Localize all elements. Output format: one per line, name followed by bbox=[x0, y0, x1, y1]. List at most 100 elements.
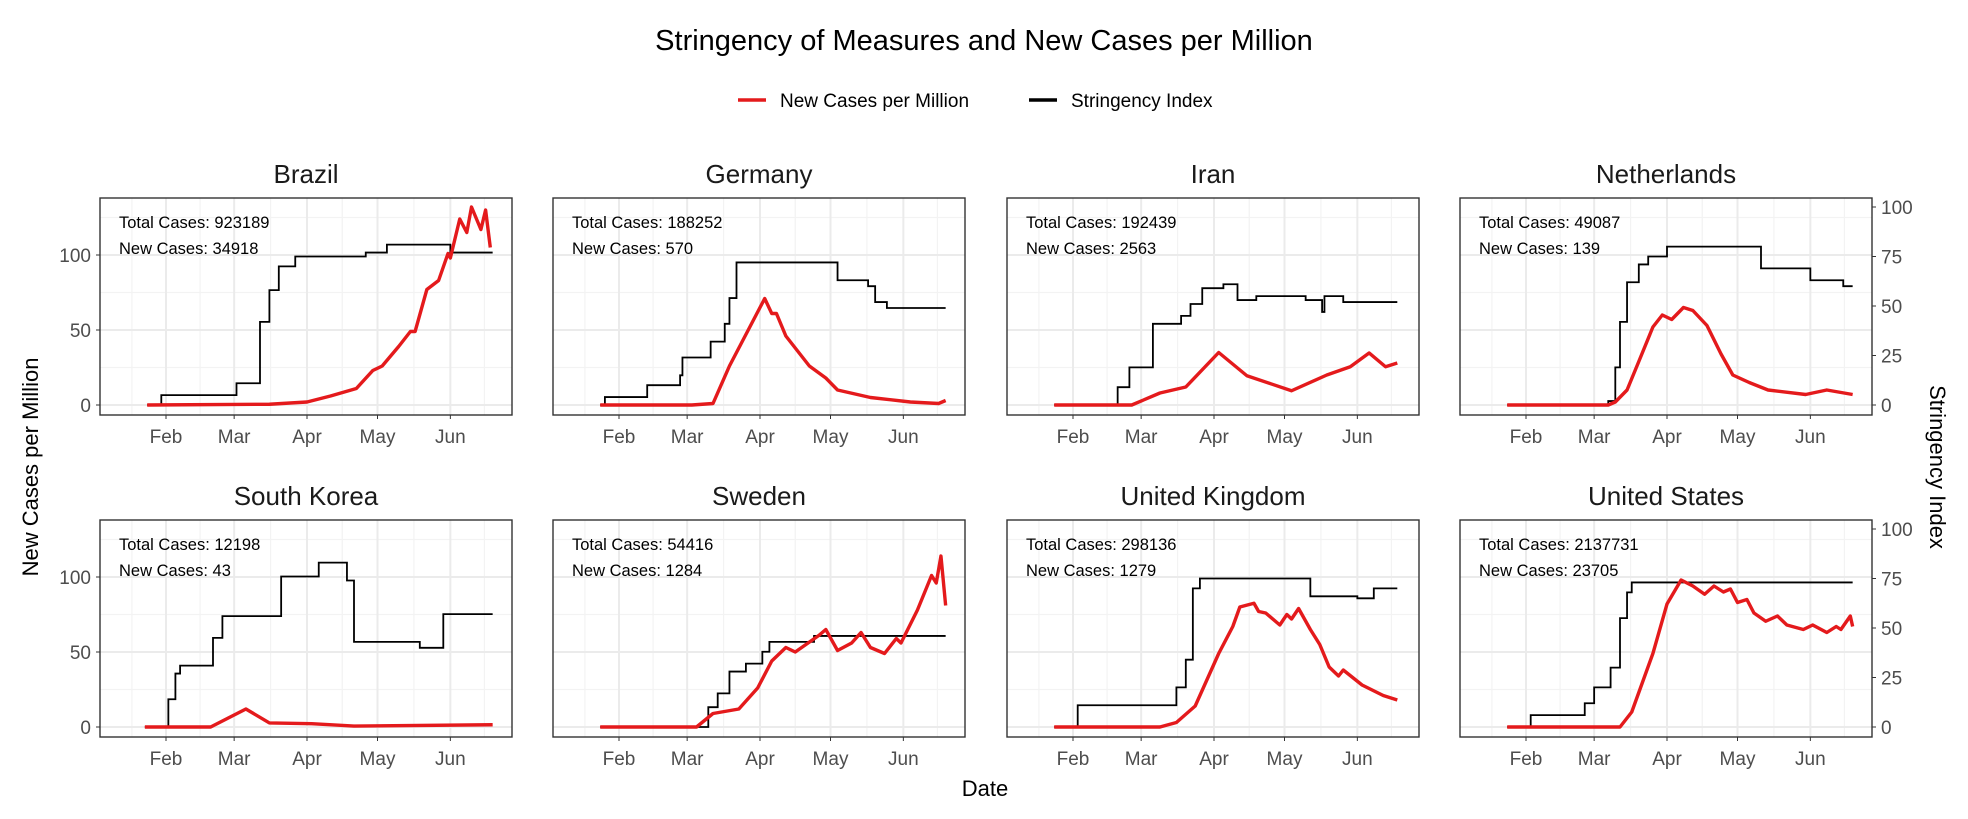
y-tick-label: 100 bbox=[59, 246, 91, 267]
new-cases-label: New Cases: 23705 bbox=[1479, 562, 1618, 580]
stringency-line bbox=[144, 561, 493, 728]
facet-panel: United States Total Cases: 2137731 New Cas… bbox=[1459, 481, 1913, 770]
y2-tick-label: 25 bbox=[1881, 669, 1902, 690]
x-tick-label: Feb bbox=[1510, 427, 1543, 448]
y2-tick-label: 0 bbox=[1881, 396, 1892, 417]
stringency-line bbox=[600, 635, 946, 728]
facet-title: South Korea bbox=[234, 481, 379, 511]
total-cases-label: Total Cases: 2137731 bbox=[1479, 536, 1639, 554]
y2-tick-label: 25 bbox=[1881, 347, 1902, 368]
x-tick-label: Jun bbox=[1795, 427, 1826, 448]
x-tick-label: May bbox=[1720, 749, 1756, 770]
x-tick-label: Apr bbox=[1199, 427, 1229, 448]
y2-tick-label: 75 bbox=[1881, 570, 1902, 591]
legend: New Cases per Million Stringency Index bbox=[738, 91, 1213, 112]
y-tick-label: 50 bbox=[70, 643, 91, 664]
x-tick-label: Mar bbox=[671, 749, 704, 770]
x-tick-label: Apr bbox=[1199, 749, 1229, 770]
y2-axis-title: Stringency Index bbox=[1925, 385, 1950, 549]
y2-tick-label: 0 bbox=[1881, 718, 1892, 739]
panel-border bbox=[99, 197, 513, 416]
x-tick-label: Jun bbox=[1795, 749, 1826, 770]
stringency-line bbox=[1054, 577, 1398, 728]
y2-tick-label: 50 bbox=[1881, 619, 1902, 640]
total-cases-label: Total Cases: 192439 bbox=[1026, 214, 1176, 232]
facet-panel: Sweden Total Cases: 54416 New Cases: 1284 F… bbox=[552, 481, 966, 770]
x-tick-label: Apr bbox=[745, 749, 775, 770]
x-tick-label: Apr bbox=[292, 427, 322, 448]
total-cases-label: Total Cases: 298136 bbox=[1026, 536, 1176, 554]
facet-title: Germany bbox=[706, 159, 813, 189]
y-tick-label: 0 bbox=[80, 396, 91, 417]
new-cases-label: New Cases: 1284 bbox=[572, 562, 702, 580]
x-tick-label: May bbox=[360, 749, 396, 770]
y-tick-label: 50 bbox=[70, 321, 91, 342]
new-cases-label: New Cases: 1279 bbox=[1026, 562, 1156, 580]
x-tick-label: Mar bbox=[218, 427, 251, 448]
cases-line bbox=[144, 707, 493, 729]
stringency-line bbox=[600, 261, 946, 406]
cases-line bbox=[1507, 578, 1855, 729]
facet-panel: South Korea Total Cases: 12198 New Cases: … bbox=[59, 481, 513, 770]
cases-line bbox=[147, 205, 492, 407]
legend-label-stringency: Stringency Index bbox=[1071, 91, 1213, 112]
facet-title: Brazil bbox=[273, 159, 338, 189]
x-tick-label: Feb bbox=[1510, 749, 1543, 770]
new-cases-label: New Cases: 2563 bbox=[1026, 240, 1156, 258]
facet-panel: Brazil Total Cases: 923189 New Cases: 3491… bbox=[59, 159, 513, 448]
facet-panel: Iran Total Cases: 192439 New Cases: 2563 Fe… bbox=[1006, 159, 1420, 448]
total-cases-label: Total Cases: 923189 bbox=[119, 214, 269, 232]
new-cases-label: New Cases: 570 bbox=[572, 240, 693, 258]
x-tick-label: Jun bbox=[888, 427, 919, 448]
legend-label-cases: New Cases per Million bbox=[780, 91, 969, 112]
x-tick-label: Jun bbox=[1342, 749, 1373, 770]
panel-border bbox=[99, 519, 513, 738]
x-tick-label: Mar bbox=[218, 749, 251, 770]
y-axis-title: New Cases per Million bbox=[18, 358, 43, 577]
facet-title: United Kingdom bbox=[1121, 481, 1306, 511]
cases-line bbox=[600, 554, 948, 729]
new-cases-label: New Cases: 34918 bbox=[119, 240, 258, 258]
x-tick-label: Jun bbox=[1342, 427, 1373, 448]
x-tick-label: Mar bbox=[1578, 749, 1611, 770]
y2-tick-label: 75 bbox=[1881, 248, 1902, 269]
total-cases-label: Total Cases: 49087 bbox=[1479, 214, 1620, 232]
x-tick-label: Jun bbox=[435, 427, 466, 448]
x-tick-label: May bbox=[360, 427, 396, 448]
total-cases-label: Total Cases: 12198 bbox=[119, 536, 260, 554]
new-cases-label: New Cases: 139 bbox=[1479, 240, 1600, 258]
facet-title: Netherlands bbox=[1596, 159, 1736, 189]
cases-line bbox=[600, 296, 947, 407]
cases-line bbox=[1054, 350, 1398, 407]
new-cases-label: New Cases: 43 bbox=[119, 562, 231, 580]
panel-border bbox=[1006, 519, 1420, 738]
x-tick-label: May bbox=[813, 427, 849, 448]
x-tick-label: Jun bbox=[435, 749, 466, 770]
total-cases-label: Total Cases: 54416 bbox=[572, 536, 713, 554]
y2-tick-label: 100 bbox=[1881, 198, 1913, 219]
x-tick-label: Mar bbox=[1125, 427, 1158, 448]
y-tick-label: 100 bbox=[59, 568, 91, 589]
y2-tick-label: 100 bbox=[1881, 520, 1913, 541]
stringency-line bbox=[1507, 581, 1853, 728]
panel-border bbox=[552, 197, 966, 416]
facet-title: Iran bbox=[1191, 159, 1236, 189]
y-tick-label: 0 bbox=[80, 718, 91, 739]
stringency-line bbox=[147, 243, 493, 406]
panel-border bbox=[1006, 197, 1420, 416]
x-tick-label: Apr bbox=[745, 427, 775, 448]
y2-tick-label: 50 bbox=[1881, 297, 1902, 318]
x-tick-label: Mar bbox=[1578, 427, 1611, 448]
facet-panel: United Kingdom Total Cases: 298136 New Cas… bbox=[1006, 481, 1420, 770]
facet-title: United States bbox=[1588, 481, 1744, 511]
facet-panel: Germany Total Cases: 188252 New Cases: 570… bbox=[552, 159, 966, 448]
panel-border bbox=[552, 519, 966, 738]
x-tick-label: May bbox=[813, 749, 849, 770]
x-tick-label: Feb bbox=[603, 427, 636, 448]
cases-line bbox=[1507, 305, 1853, 407]
x-tick-label: Feb bbox=[1057, 427, 1090, 448]
total-cases-label: Total Cases: 188252 bbox=[572, 214, 722, 232]
x-tick-label: Apr bbox=[292, 749, 322, 770]
